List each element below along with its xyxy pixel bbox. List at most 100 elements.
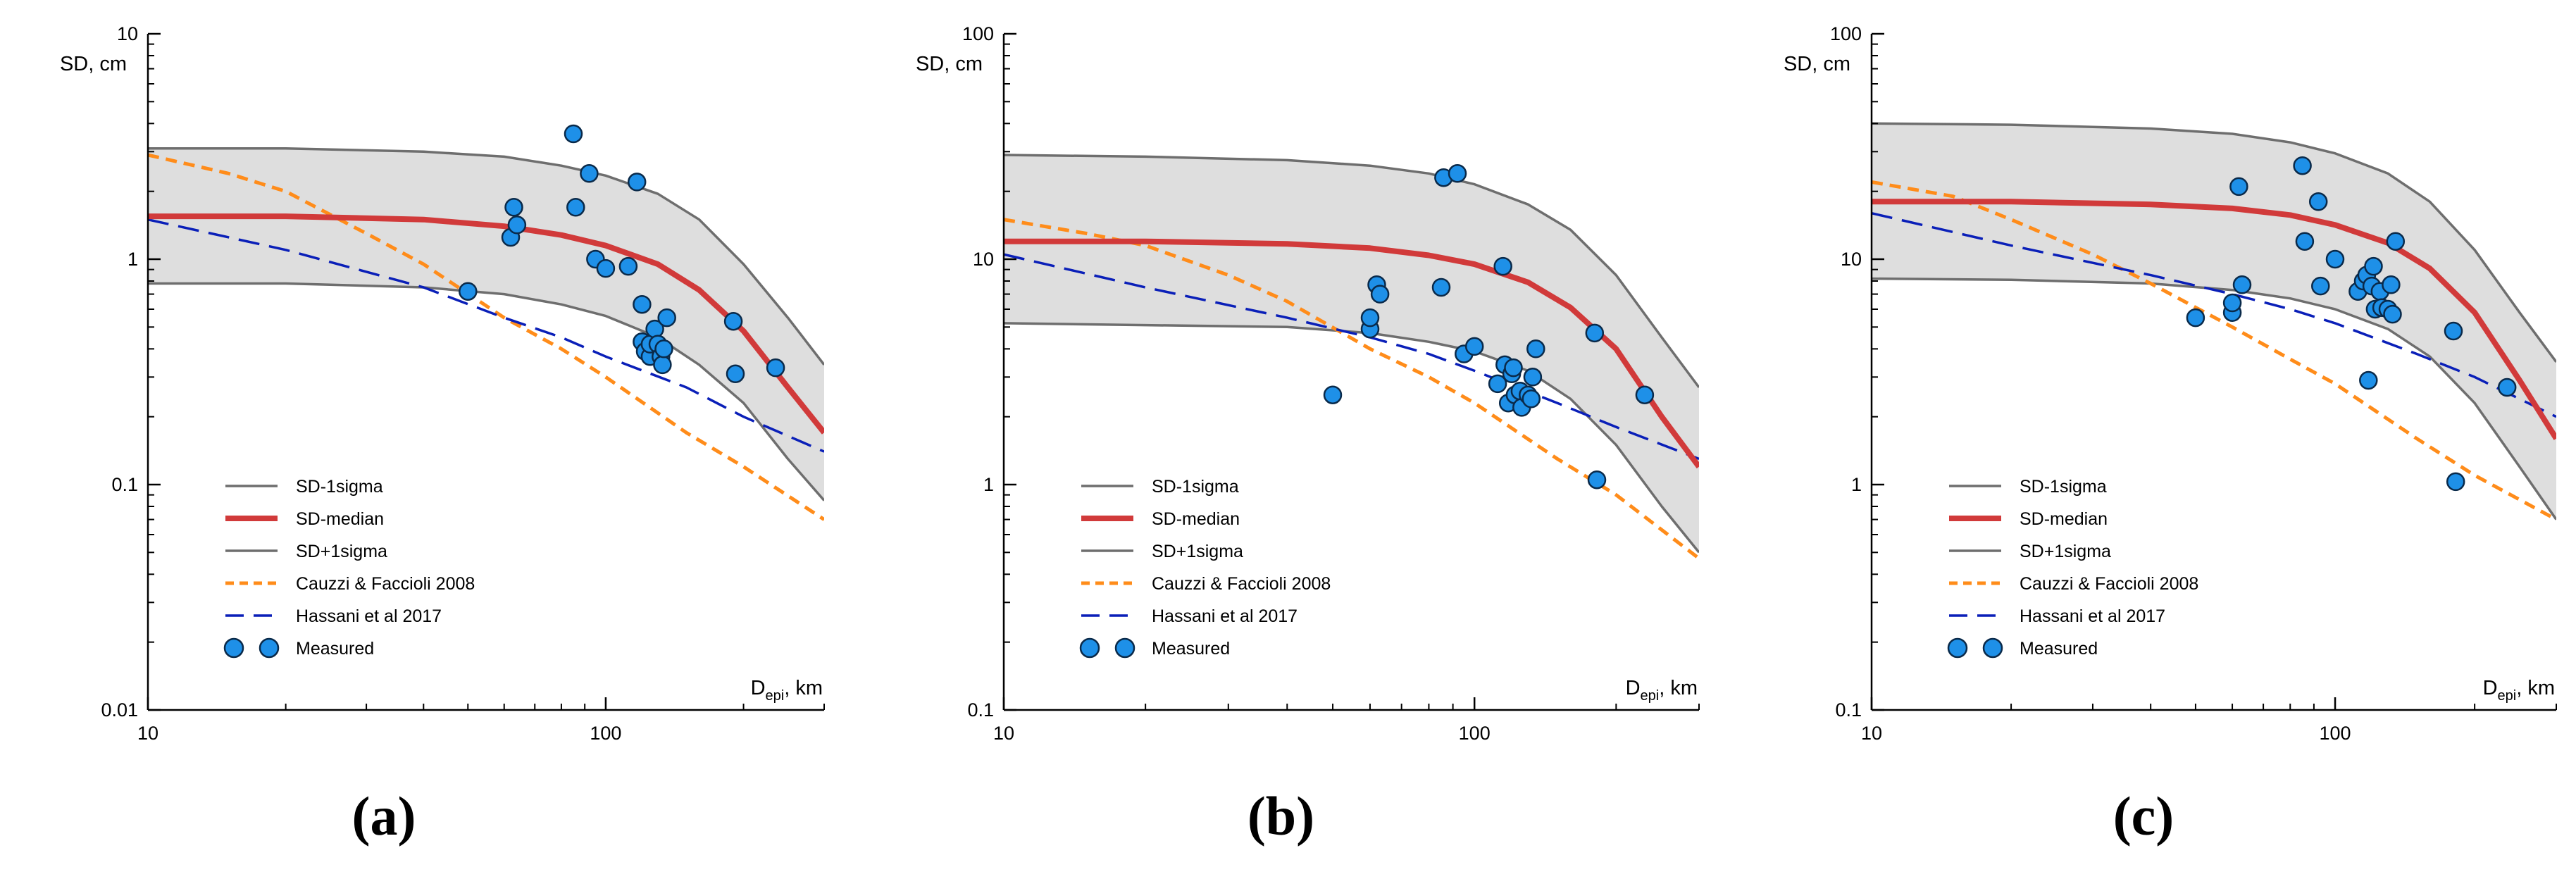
legend-label: SD-median <box>1152 509 1240 529</box>
legend-label: Hassani et al 2017 <box>296 606 442 626</box>
legend-item-sd-1sigma: SD+1sigma <box>225 542 387 561</box>
x-axis-label-unit: , km <box>1659 677 1698 699</box>
measured-point <box>2325 249 2345 269</box>
sigma-band <box>148 148 824 501</box>
y-tick-label: 1 <box>983 474 994 495</box>
measured-point <box>654 339 673 359</box>
measured-point <box>1523 368 1543 387</box>
measured-point <box>2444 321 2463 341</box>
measured-point <box>1464 337 1484 356</box>
x-axis-label: Depi, km <box>751 677 823 704</box>
measured-point <box>2446 472 2465 492</box>
y-tick-label: 1 <box>1851 474 1862 495</box>
measured-point <box>580 164 599 183</box>
x-axis-label-sub: epi <box>766 688 785 704</box>
legend-label: Measured <box>296 639 374 659</box>
series-line-hassani-et-al-2017 <box>1004 253 1699 461</box>
legend-label: SD+1sigma <box>296 542 387 561</box>
measured-point <box>2311 276 2330 296</box>
series-line-cauzzi-faccioli-2008 <box>1872 180 2556 521</box>
legend-label: Hassani et al 2017 <box>2020 606 2165 626</box>
x-tick-label: 10 <box>1861 723 1882 744</box>
legend-item-sd-1sigma: SD-1sigma <box>225 477 383 497</box>
panel-label: (c) <box>2113 785 2174 847</box>
series-line-sd-median <box>1872 199 2556 440</box>
measured-point <box>1431 278 1451 297</box>
measured-point <box>1587 470 1607 490</box>
measured-point <box>657 308 676 328</box>
legend-item-cauzzi-faccioli-2008: Cauzzi & Faccioli 2008 <box>1949 574 2198 594</box>
measured-point <box>653 355 672 375</box>
x-tick-label: 100 <box>590 723 621 744</box>
y-tick-label: 0.01 <box>101 699 138 721</box>
series-line-hassani-et-al-2017 <box>1872 211 2556 418</box>
x-axis-label-main: D <box>1626 677 1641 699</box>
y-tick-label: 100 <box>1830 23 1862 44</box>
y-tick-label: 1 <box>127 249 138 270</box>
y-tick-label: 10 <box>973 249 994 270</box>
measured-point <box>1526 339 1545 359</box>
measured-point <box>459 282 478 301</box>
series-line-hassani-et-al-2017 <box>148 218 824 453</box>
y-axis-label: SD, cm <box>1784 53 1850 75</box>
legend-label: SD-1sigma <box>2020 477 2107 497</box>
legend-label: Measured <box>1152 639 1230 659</box>
series-line-sd-median <box>148 213 824 435</box>
legend-label: Measured <box>2020 639 2098 659</box>
x-axis-label-sub: epi <box>1641 688 1660 704</box>
y-axis-label: SD, cm <box>60 53 127 75</box>
panel-label: (a) <box>352 785 416 847</box>
plot-area <box>148 124 824 521</box>
series-line-cauzzi-faccioli-2008 <box>1004 218 1699 560</box>
series-line-sd-1sigma <box>1872 277 2556 520</box>
measured-point <box>1370 285 1390 304</box>
x-tick-label: 100 <box>2320 723 2351 744</box>
measured-point <box>2383 304 2402 324</box>
measured-point <box>2382 275 2401 294</box>
measured-point <box>507 216 527 235</box>
sigma-band <box>1004 155 1699 553</box>
series-line-sd-1sigma <box>148 147 824 366</box>
legend: SD-1sigma SD-median SD+1sigma Cauzzi & Facc… <box>223 477 475 659</box>
legend-item-hassani-et-al-2017: Hassani et al 2017 <box>1081 606 1298 626</box>
legend-marker-measured <box>1079 637 1100 659</box>
measured-point <box>1448 164 1467 183</box>
legend-label: Hassani et al 2017 <box>1152 606 1298 626</box>
plot-area <box>1004 154 1699 560</box>
legend-item-cauzzi-faccioli-2008: Cauzzi & Faccioli 2008 <box>225 574 475 594</box>
y-tick-label: 0.1 <box>1835 699 1862 721</box>
legend-label: SD-1sigma <box>296 477 383 497</box>
legend-item-sd-median: SD-median <box>225 509 384 529</box>
measured-point <box>627 173 647 192</box>
measured-point <box>618 256 638 276</box>
legend-marker-measured <box>1982 637 2003 659</box>
x-tick-label: 100 <box>1459 723 1491 744</box>
measured-point <box>1522 389 1541 409</box>
legend-item-cauzzi-faccioli-2008: Cauzzi & Faccioli 2008 <box>1081 574 1331 594</box>
x-axis-label: Depi, km <box>2483 677 2555 704</box>
measured-point <box>566 198 585 217</box>
legend: SD-1sigma SD-median SD+1sigma Cauzzi & Facc… <box>1947 477 2198 659</box>
legend-label: SD-median <box>296 509 384 529</box>
legend-label: SD-median <box>2020 509 2108 529</box>
measured-point <box>2386 232 2406 251</box>
legend-label: Cauzzi & Faccioli 2008 <box>1152 574 1331 594</box>
series-line-sd-1sigma <box>1004 154 1699 389</box>
measured-point <box>2497 378 2517 397</box>
x-tick-label: 10 <box>137 723 158 744</box>
measured-point <box>1488 374 1507 394</box>
measured-point <box>1635 385 1655 404</box>
measured-point <box>1504 358 1523 378</box>
series-line-sd-1sigma <box>148 282 824 501</box>
legend-item-sd-1sigma: SD+1sigma <box>1949 542 2111 561</box>
legend-label: SD-1sigma <box>1152 477 1239 497</box>
legend-item-sd-1sigma: SD-1sigma <box>1081 477 1239 497</box>
x-axis-label-main: D <box>751 677 766 699</box>
legend-item-hassani-et-al-2017: Hassani et al 2017 <box>225 606 442 626</box>
measured-point <box>726 364 745 384</box>
legend-item-sd-median: SD-median <box>1081 509 1240 529</box>
x-tick-label: 10 <box>993 723 1014 744</box>
measured-point <box>2308 192 2328 211</box>
legend-marker-measured <box>1114 637 1135 659</box>
